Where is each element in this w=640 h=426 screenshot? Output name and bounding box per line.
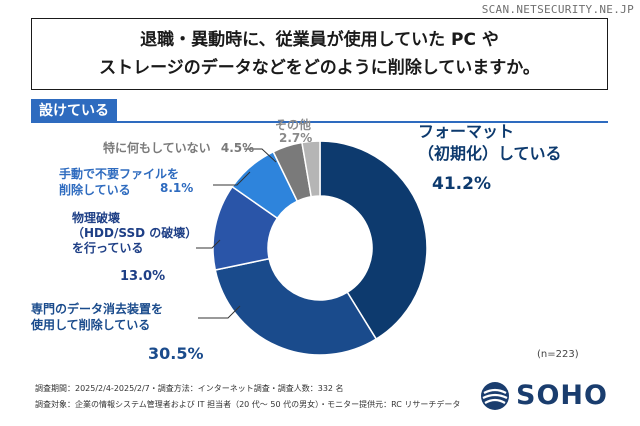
leader-manual [213, 171, 251, 186]
leader-nothing [244, 148, 277, 163]
value-nothing: 4.5% [220, 141, 255, 155]
sample-size: (n=223) [537, 349, 579, 360]
section-tag: 設けている [31, 99, 117, 121]
label-phys-line-2: （HDD/SSD の破壊） [72, 226, 198, 240]
value-other: 2.7% [279, 131, 313, 145]
label-manual-line-2: 削除している [59, 183, 131, 197]
section-rule [31, 121, 608, 123]
label-manual-line-1: 手動で不要ファイルを [59, 167, 180, 181]
value-phys: 13.0% [120, 269, 166, 284]
watermark: SCAN.NETSECURITY.NE.JP [481, 3, 634, 16]
leader-phys [196, 239, 221, 249]
leader-eraser [198, 305, 241, 319]
label-manual: 手動で不要ファイルを 削除している [59, 166, 179, 198]
value-format: 41.2% [432, 174, 491, 194]
soho-logo: SOHO [480, 380, 608, 411]
question-title-line-1: 退職・異動時に、従業員が使用していた PC や [140, 30, 499, 50]
footer-line-2: 調査対象：企業の情報システム管理者および IT 担当者（20 代～ 50 代の男… [35, 400, 461, 409]
slice-other [301, 140, 321, 198]
leader-lines [196, 148, 277, 319]
label-other: その他 [275, 118, 312, 132]
question-title-line-2: ストレージのデータなどをどのように削除していますか。 [99, 58, 540, 78]
slice-format [319, 140, 428, 341]
value-manual: 8.1% [160, 181, 194, 195]
soho-logo-icon [481, 381, 509, 410]
label-phys-line-3: を行っている [72, 241, 144, 255]
footer-line-1: 調査期間：2025/2/4-2025/2/7・調査方法：インターネット調査・調査… [35, 384, 344, 393]
label-format-line-2: （初期化）している [418, 144, 562, 163]
label-nothing-text: 特に何もしていない [103, 141, 211, 155]
label-phys: 物理破壊 （HDD/SSD の破壊） を行っている [72, 211, 197, 256]
label-format: フォーマット （初期化）している [418, 121, 562, 165]
question-title-box: 退職・異動時に、従業員が使用していた PC や ストレージのデータなどをどのよう… [31, 18, 608, 90]
label-phys-line-1: 物理破壊 [72, 211, 121, 225]
label-eraser-line-2: 使用して削除している [31, 318, 151, 332]
label-eraser-line-1: 専門のデータ消去装置を [31, 302, 164, 316]
donut-slices [212, 140, 428, 356]
label-eraser: 専門のデータ消去装置を 使用して削除している [31, 301, 163, 333]
label-format-line-1: フォーマット [418, 122, 515, 141]
label-nothing: 特に何もしていない 4.5% [103, 139, 254, 156]
value-eraser: 30.5% [148, 344, 204, 363]
soho-logo-text: SOHO [516, 380, 608, 411]
slice-eraser [214, 257, 378, 356]
